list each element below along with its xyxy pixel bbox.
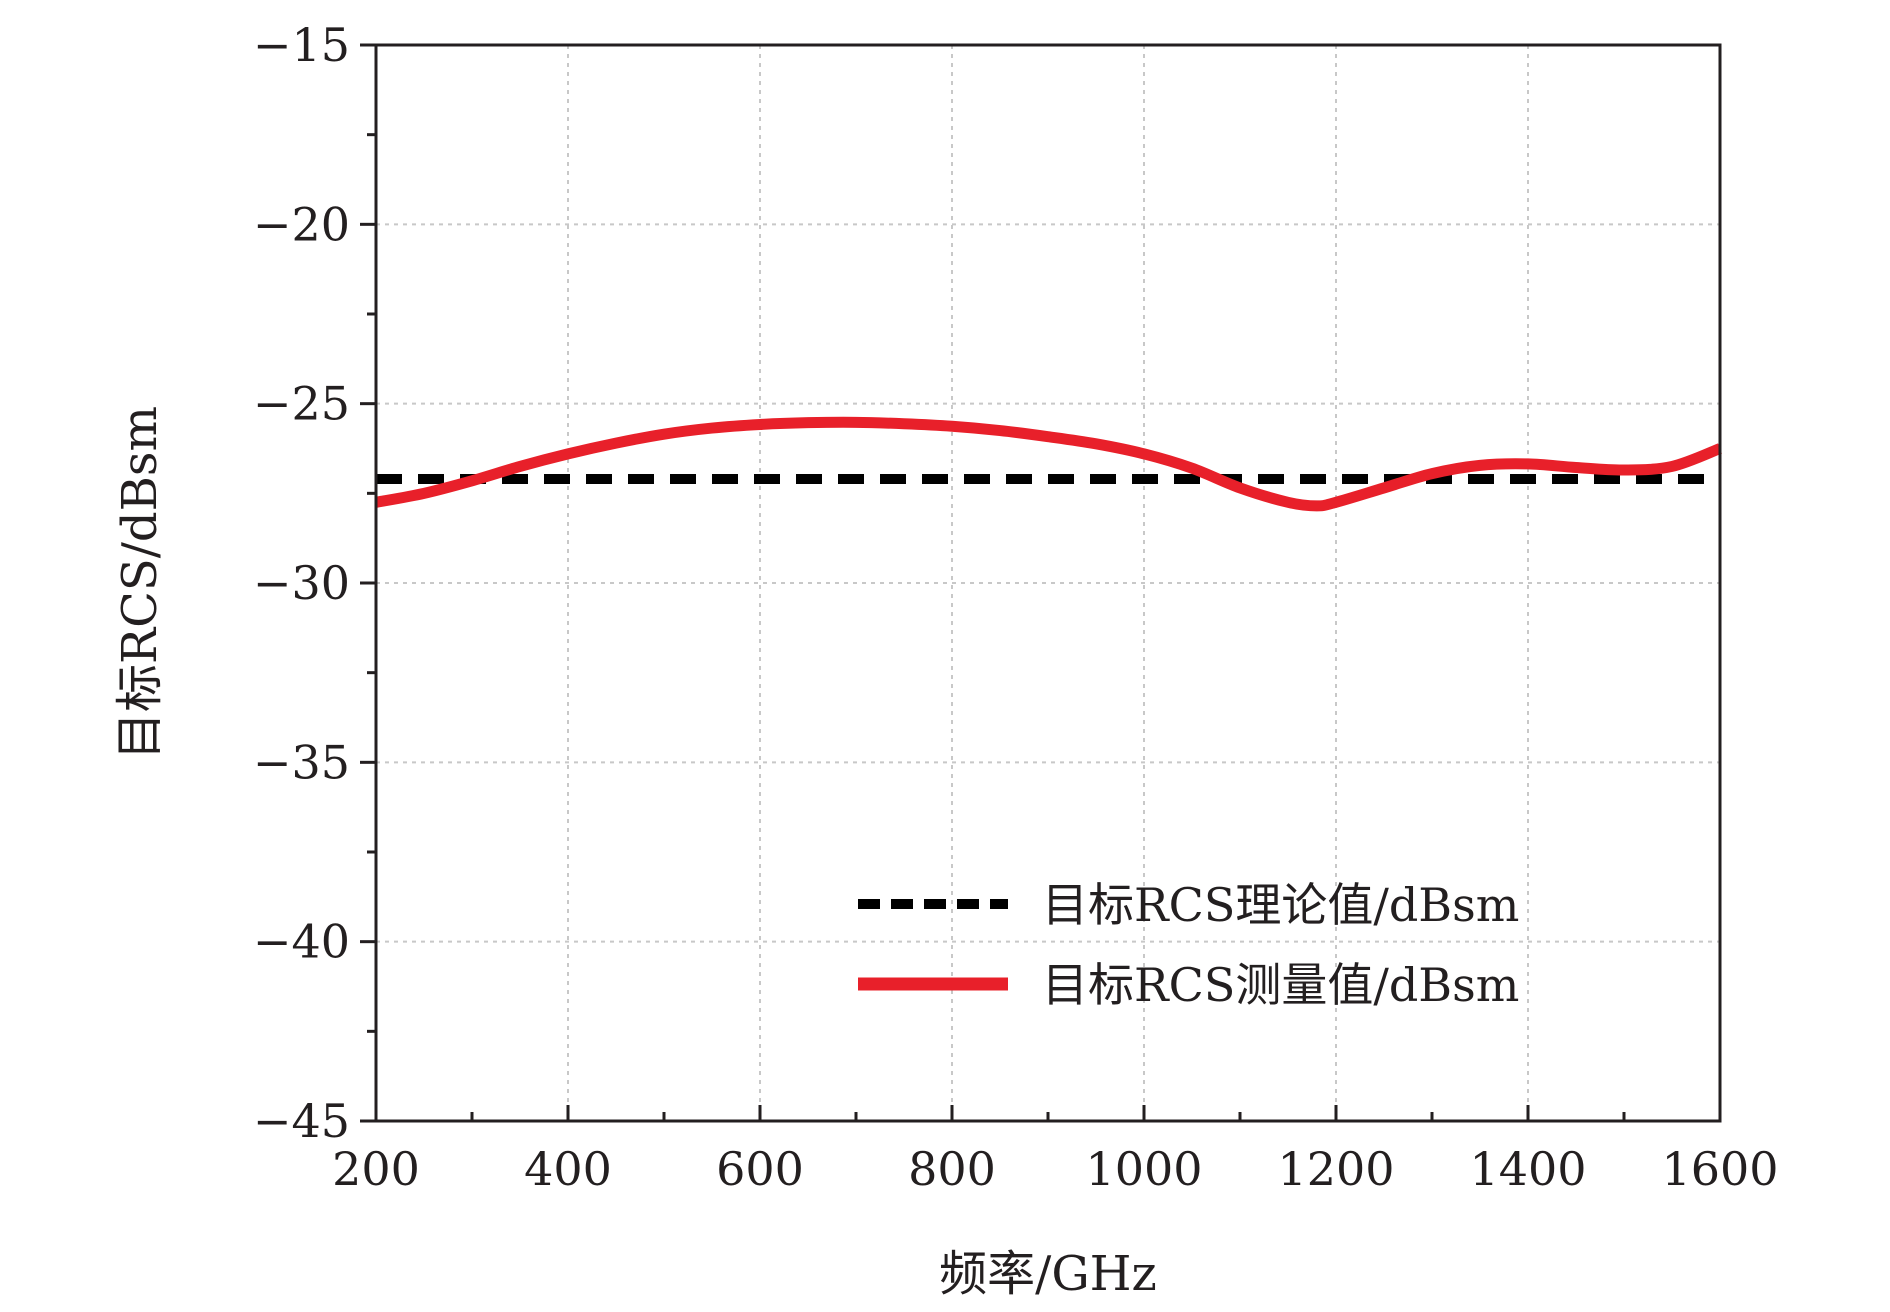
x-tick-label: 1000 xyxy=(1085,1142,1202,1196)
axis-ticks xyxy=(360,43,1722,1123)
y-tick-label: −25 xyxy=(253,377,350,431)
legend-label-2: 目标RCS测量值/dBsm xyxy=(1042,958,1519,1012)
x-axis-title: 频率/GHz xyxy=(939,1246,1157,1302)
x-tick-label: 200 xyxy=(332,1142,420,1196)
y-tick-label: −15 xyxy=(253,18,350,72)
y-axis-title: 目标RCS/dBsm xyxy=(112,406,168,760)
y-tick-label: −30 xyxy=(253,556,350,610)
x-tick-label: 1600 xyxy=(1661,1142,1778,1196)
legend: 目标RCS理论值/dBsm 目标RCS测量值/dBsm xyxy=(858,878,1519,1012)
x-tick-label: 1400 xyxy=(1469,1142,1586,1196)
x-tick-labels: 200 400 600 800 1000 1200 1400 1600 xyxy=(332,1142,1778,1196)
y-tick-label: −40 xyxy=(253,915,350,969)
y-tick-label: −45 xyxy=(253,1094,350,1148)
y-tick-labels: −15 −20 −25 −30 −35 −40 −45 xyxy=(253,18,350,1148)
y-tick-label: −35 xyxy=(253,735,350,789)
y-tick-label: −20 xyxy=(253,197,350,251)
x-tick-label: 800 xyxy=(908,1142,996,1196)
x-tick-label: 1200 xyxy=(1277,1142,1394,1196)
plot-series xyxy=(374,416,1723,512)
series-line-2 xyxy=(374,416,1723,512)
grid xyxy=(376,45,1720,1121)
x-tick-label: 600 xyxy=(716,1142,804,1196)
legend-label-1: 目标RCS理论值/dBsm xyxy=(1042,878,1519,932)
x-tick-label: 400 xyxy=(524,1142,612,1196)
